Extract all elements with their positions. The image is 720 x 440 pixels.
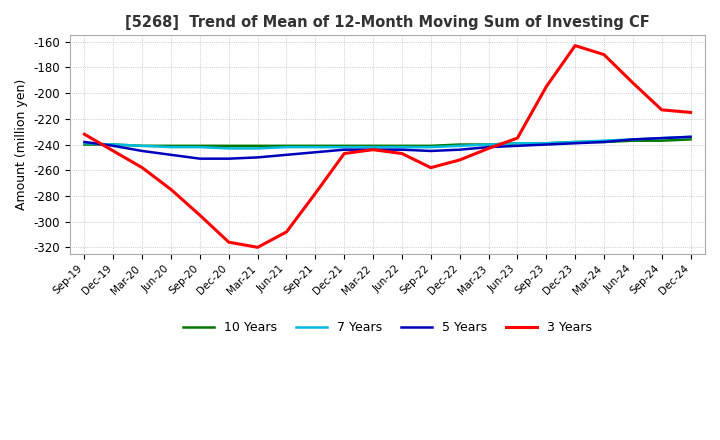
7 Years: [80, 141, 89, 146]
7 Years: [686, 134, 695, 139]
3 Years: [629, 80, 637, 85]
3 Years: [397, 151, 406, 156]
5 Years: [109, 143, 117, 148]
7 Years: [253, 146, 262, 151]
3 Years: [225, 239, 233, 245]
10 Years: [571, 139, 580, 145]
5 Years: [138, 148, 146, 154]
5 Years: [397, 147, 406, 152]
10 Years: [657, 138, 666, 143]
5 Years: [629, 137, 637, 142]
7 Years: [657, 136, 666, 141]
5 Years: [340, 147, 348, 152]
3 Years: [426, 165, 435, 170]
7 Years: [225, 146, 233, 151]
5 Years: [311, 150, 320, 155]
10 Years: [369, 143, 377, 148]
10 Years: [426, 143, 435, 148]
7 Years: [282, 144, 291, 150]
5 Years: [369, 147, 377, 152]
3 Years: [542, 84, 551, 89]
Line: 7 Years: 7 Years: [84, 137, 690, 148]
3 Years: [513, 136, 522, 141]
Y-axis label: Amount (million yen): Amount (million yen): [15, 79, 28, 210]
10 Years: [340, 143, 348, 148]
10 Years: [109, 142, 117, 147]
7 Years: [167, 144, 176, 150]
5 Years: [253, 155, 262, 160]
5 Years: [426, 148, 435, 154]
Line: 3 Years: 3 Years: [84, 46, 690, 247]
5 Years: [542, 142, 551, 147]
5 Years: [282, 152, 291, 158]
10 Years: [629, 138, 637, 143]
3 Years: [571, 43, 580, 48]
Line: 10 Years: 10 Years: [84, 139, 690, 146]
3 Years: [686, 110, 695, 115]
Line: 5 Years: 5 Years: [84, 137, 690, 159]
10 Years: [311, 143, 320, 148]
10 Years: [397, 143, 406, 148]
7 Years: [600, 138, 608, 143]
10 Years: [196, 143, 204, 148]
10 Years: [138, 143, 146, 148]
3 Years: [196, 213, 204, 218]
5 Years: [485, 144, 493, 150]
7 Years: [455, 143, 464, 148]
5 Years: [600, 139, 608, 145]
3 Years: [253, 245, 262, 250]
3 Years: [311, 191, 320, 196]
7 Years: [571, 139, 580, 145]
10 Years: [282, 143, 291, 148]
7 Years: [485, 142, 493, 147]
7 Years: [138, 143, 146, 148]
7 Years: [109, 142, 117, 147]
3 Years: [80, 132, 89, 137]
3 Years: [485, 146, 493, 151]
10 Years: [542, 141, 551, 146]
7 Years: [340, 144, 348, 150]
3 Years: [657, 107, 666, 113]
7 Years: [397, 144, 406, 150]
3 Years: [167, 187, 176, 192]
10 Years: [167, 143, 176, 148]
10 Years: [485, 142, 493, 147]
7 Years: [513, 141, 522, 146]
5 Years: [513, 143, 522, 148]
10 Years: [600, 139, 608, 145]
3 Years: [282, 229, 291, 235]
3 Years: [340, 151, 348, 156]
Legend: 10 Years, 7 Years, 5 Years, 3 Years: 10 Years, 7 Years, 5 Years, 3 Years: [178, 316, 598, 339]
5 Years: [196, 156, 204, 161]
3 Years: [369, 147, 377, 152]
7 Years: [542, 141, 551, 146]
3 Years: [109, 148, 117, 154]
10 Years: [686, 137, 695, 142]
10 Years: [225, 143, 233, 148]
10 Years: [80, 142, 89, 147]
5 Years: [657, 136, 666, 141]
5 Years: [80, 139, 89, 145]
3 Years: [455, 158, 464, 163]
7 Years: [369, 144, 377, 150]
7 Years: [629, 137, 637, 142]
10 Years: [513, 141, 522, 146]
5 Years: [455, 147, 464, 152]
5 Years: [571, 141, 580, 146]
10 Years: [455, 142, 464, 147]
7 Years: [426, 144, 435, 150]
10 Years: [253, 143, 262, 148]
7 Years: [311, 144, 320, 150]
3 Years: [600, 52, 608, 57]
5 Years: [225, 156, 233, 161]
7 Years: [196, 144, 204, 150]
5 Years: [167, 152, 176, 158]
5 Years: [686, 134, 695, 139]
Title: [5268]  Trend of Mean of 12-Month Moving Sum of Investing CF: [5268] Trend of Mean of 12-Month Moving …: [125, 15, 650, 30]
3 Years: [138, 165, 146, 170]
